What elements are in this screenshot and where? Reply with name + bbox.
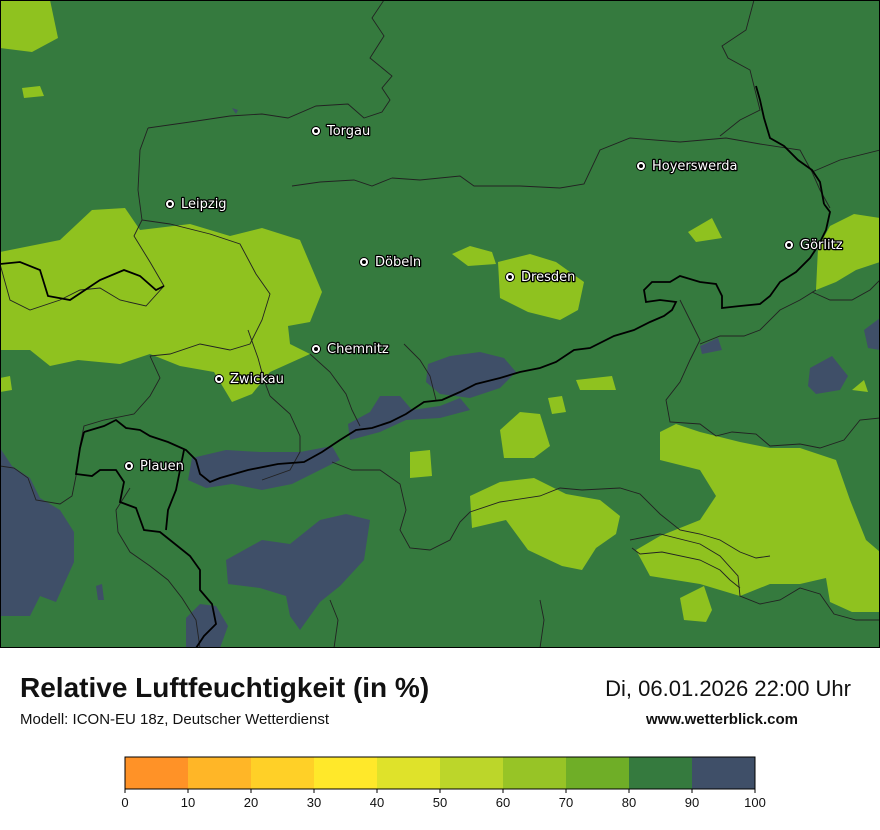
humidity-zone-dark xyxy=(0,108,880,648)
city-d-beln: Döbeln xyxy=(359,254,422,271)
legend-swatch xyxy=(314,757,377,789)
district-boundaries xyxy=(0,0,880,648)
city-dot-center xyxy=(362,260,366,264)
legend-tick-label: 10 xyxy=(181,795,195,810)
city-label: Döbeln xyxy=(375,255,421,270)
city-label: Chemnitz xyxy=(327,342,389,357)
color-scale-legend: 0 10 20 30 40 50 60 70 80 90 100 xyxy=(121,756,766,810)
legend-tick-label: 70 xyxy=(559,795,573,810)
legend-tick-label: 80 xyxy=(622,795,636,810)
legend-swatch xyxy=(440,757,503,789)
legend-tick-label: 100 xyxy=(744,795,766,810)
city-dot-center xyxy=(314,129,318,133)
city-dot-center xyxy=(787,243,791,247)
city-leipzig: Leipzig xyxy=(165,196,228,213)
legend-tick-label: 90 xyxy=(685,795,699,810)
legend-swatch xyxy=(692,757,755,789)
city-dot-center xyxy=(127,464,131,468)
city-torgau: Torgau xyxy=(311,123,372,140)
humidity-map: Torgau Hoyerswerda Leipzig Görlitz Döbeln Dre… xyxy=(0,0,880,648)
city-dot-center xyxy=(508,275,512,279)
city-zwickau: Zwickau xyxy=(214,371,285,388)
legend-tick-label: 30 xyxy=(307,795,321,810)
website-link[interactable]: www.wetterblick.com xyxy=(646,711,798,728)
legend-swatch xyxy=(125,757,188,789)
city-g-rlitz: Görlitz xyxy=(784,237,844,254)
city-label: Torgau xyxy=(326,124,370,139)
city-dresden: Dresden xyxy=(505,269,577,286)
city-label: Hoyerswerda xyxy=(652,159,738,174)
city-chemnitz: Chemnitz xyxy=(311,341,390,358)
legend-swatch xyxy=(503,757,566,789)
legend-ticks: 0 10 20 30 40 50 60 70 80 90 100 xyxy=(121,789,766,810)
city-label: Plauen xyxy=(140,459,184,474)
legend-tick-label: 40 xyxy=(370,795,384,810)
city-dot-center xyxy=(168,202,172,206)
legend-tick-label: 0 xyxy=(121,795,128,810)
city-label: Leipzig xyxy=(181,197,227,212)
city-plauen: Plauen xyxy=(124,458,185,475)
legend-swatch xyxy=(377,757,440,789)
map-title: Relative Luftfeuchtigkeit (in %) xyxy=(20,672,430,703)
city-markers: Torgau Hoyerswerda Leipzig Görlitz Döbeln Dre… xyxy=(124,123,844,475)
legend-swatches xyxy=(125,757,755,789)
legend-swatch xyxy=(188,757,251,789)
legend-frame xyxy=(124,756,756,790)
city-dot-center xyxy=(639,164,643,168)
city-dot-center xyxy=(217,377,221,381)
state-borders xyxy=(0,85,831,648)
city-label: Görlitz xyxy=(800,238,843,253)
city-label: Zwickau xyxy=(230,372,284,387)
legend-swatch xyxy=(566,757,629,789)
legend-tick-label: 60 xyxy=(496,795,510,810)
city-dot-center xyxy=(314,347,318,351)
model-source: Modell: ICON-EU 18z, Deutscher Wetterdie… xyxy=(20,711,330,728)
forecast-datetime: Di, 06.01.2026 22:00 Uhr xyxy=(605,676,851,701)
legend-tick-label: 20 xyxy=(244,795,258,810)
legend-tick-label: 50 xyxy=(433,795,447,810)
legend-swatch xyxy=(629,757,692,789)
city-hoyerswerda: Hoyerswerda xyxy=(636,158,739,175)
city-label: Dresden xyxy=(521,270,575,285)
legend-swatch xyxy=(251,757,314,789)
